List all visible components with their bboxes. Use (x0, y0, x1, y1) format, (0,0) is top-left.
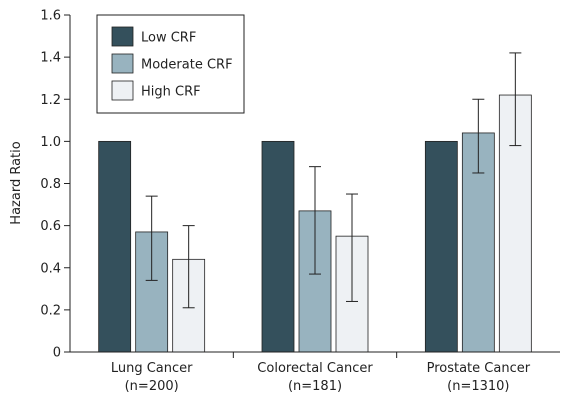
category-label: Prostate Cancer (427, 361, 531, 376)
legend-swatch (111, 53, 134, 74)
legend-swatch (111, 26, 134, 47)
y-tick-label: 0 (53, 346, 61, 361)
category-sample-size: (n=200) (125, 379, 179, 394)
y-tick-label: 0.2 (40, 303, 61, 318)
bar (424, 140, 458, 353)
x-axis: Lung Cancer (n=200) Colorectal Cancer (n=18… (70, 351, 560, 394)
y-tick-label: 1.2 (40, 93, 61, 108)
y-tick-label: 0.6 (40, 219, 61, 234)
legend-label: Moderate CRF (141, 58, 233, 73)
y-tick-label: 1.4 (40, 51, 61, 66)
category-sample-size: (n=181) (288, 379, 342, 394)
y-axis-title: Hazard Ratio (9, 141, 24, 224)
bar (98, 140, 132, 353)
legend: Low CRF Moderate CRF High CRF (96, 14, 245, 114)
bar (261, 140, 295, 353)
category-label: Lung Cancer (111, 361, 193, 376)
legend-label: Low CRF (141, 31, 196, 46)
y-tick-label: 0.4 (40, 261, 61, 276)
y-tick-label: 0.8 (40, 177, 61, 192)
category-sample-size: (n=1310) (447, 379, 509, 394)
y-tick-label: 1.6 (40, 9, 61, 24)
bars (98, 52, 532, 353)
legend-label: High CRF (141, 85, 201, 100)
y-axis: 0 0.2 0.4 0.6 0.8 1.0 1.2 1.4 1.6 (40, 9, 71, 361)
y-tick-label: 1.0 (40, 135, 61, 150)
category-label: Colorectal Cancer (257, 361, 373, 376)
legend-swatch (111, 80, 134, 101)
